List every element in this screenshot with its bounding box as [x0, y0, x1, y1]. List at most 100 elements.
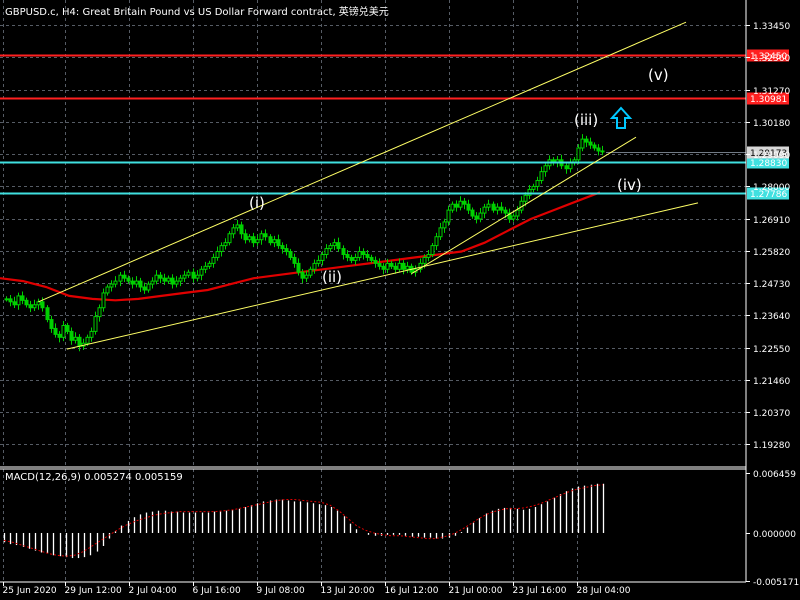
- candle-body: [263, 233, 268, 238]
- candle-body: [584, 138, 589, 143]
- macd-y-tick-label: 0.006459: [753, 470, 796, 480]
- candle-body: [312, 262, 317, 270]
- candle-body: [182, 274, 187, 279]
- candle-body: [259, 233, 264, 241]
- candle-body: [491, 203, 496, 211]
- candle-body: [511, 215, 516, 220]
- y-tick-label: 1.25820: [753, 248, 790, 258]
- candle-body: [426, 253, 431, 258]
- candle-body: [389, 262, 394, 267]
- candle-body: [215, 251, 220, 258]
- candle-body: [527, 188, 532, 196]
- candle-body: [438, 227, 443, 238]
- candle-body: [191, 271, 196, 279]
- y-tick-label: 1.31270: [753, 87, 790, 97]
- channel-lower-line: [66, 202, 699, 350]
- wave-label: (v): [648, 66, 669, 84]
- x-tick-label: 2 Jul 04:00: [129, 586, 178, 596]
- candle-body: [341, 248, 346, 255]
- wave-label: (i): [249, 194, 265, 212]
- candle-body: [523, 194, 528, 202]
- candle-body: [130, 280, 135, 285]
- y-tick-label: 1.26910: [753, 216, 790, 226]
- candle-body: [373, 259, 378, 264]
- candle-body: [109, 283, 114, 288]
- candle-body: [507, 212, 512, 220]
- candle-body: [345, 253, 350, 258]
- macd-y-tick-label: 0.000000: [753, 530, 796, 540]
- candle-body: [195, 274, 200, 279]
- candle-body: [32, 304, 37, 309]
- candle-body: [539, 171, 544, 182]
- candle-body: [284, 248, 289, 253]
- candle-body: [93, 316, 98, 332]
- candle-body: [600, 150, 605, 153]
- macd-label: MACD(12,26,9) 0.005274 0.005159: [5, 472, 183, 483]
- candle-body: [592, 144, 597, 149]
- candle-body: [405, 265, 410, 270]
- candle-body: [515, 209, 520, 217]
- candle-body: [186, 271, 191, 276]
- candle-body: [280, 245, 285, 250]
- candle-body: [69, 330, 74, 341]
- channel-upper-line: [38, 21, 687, 303]
- chart-title: GBPUSD.c, H4: Great Britain Pound vs US …: [5, 7, 389, 18]
- current-price-value: 1.29173: [750, 149, 787, 159]
- y-tick-label: 1.32360: [753, 54, 790, 64]
- candle-body: [535, 180, 540, 187]
- candle-body: [446, 209, 451, 223]
- candle-body: [434, 236, 439, 247]
- candle-body: [53, 327, 58, 335]
- candle-body: [138, 280, 143, 288]
- grid: [0, 0, 747, 580]
- y-tick-label: 1.33450: [753, 22, 790, 32]
- candle-body: [361, 251, 366, 255]
- y-tick-label: 1.22550: [753, 345, 790, 355]
- candle-body: [288, 251, 293, 258]
- candle-body: [328, 245, 333, 250]
- price-level-value: 1.27786: [750, 190, 787, 200]
- x-tick-label: 21 Jul 00:00: [449, 586, 503, 596]
- candle-body: [227, 233, 232, 244]
- candle-body: [470, 209, 475, 217]
- candle-body: [219, 245, 224, 253]
- x-tick-label: 6 Jul 16:00: [193, 586, 242, 596]
- candle-body: [4, 298, 9, 301]
- candle-body: [357, 251, 362, 258]
- x-tick-label: 25 Jun 2020: [3, 586, 57, 596]
- candle-body: [142, 286, 147, 291]
- candle-body: [65, 324, 70, 332]
- candle-body: [166, 277, 171, 282]
- candle-body: [596, 147, 601, 152]
- candle-body: [231, 227, 236, 235]
- x-tick-label: 28 Jul 04:00: [577, 586, 631, 596]
- candle-body: [105, 286, 110, 294]
- price-level-tag: [747, 187, 789, 200]
- x-tick-label: 29 Jun 12:00: [65, 586, 122, 596]
- candle-body: [170, 277, 175, 285]
- candle-body: [308, 268, 313, 276]
- candle-body: [422, 256, 427, 264]
- candle-body: [332, 242, 337, 247]
- channel-lines-layer: [38, 21, 699, 350]
- candle-body: [499, 206, 504, 211]
- candle-body: [531, 185, 536, 190]
- candle-body: [73, 336, 78, 341]
- wave-label: (iv): [617, 176, 642, 194]
- candle-body: [296, 262, 301, 273]
- candle-body: [349, 256, 354, 261]
- candle-body: [316, 259, 321, 264]
- y-tick-label: 1.24730: [753, 280, 790, 290]
- macd-layer: [3, 483, 605, 559]
- candle-body: [49, 319, 54, 329]
- price-level-value: 1.30981: [750, 95, 787, 105]
- y-tick-label: 1.28000: [753, 183, 790, 193]
- candle-body: [8, 298, 13, 303]
- candle-body: [300, 271, 305, 279]
- candle-body: [268, 236, 273, 244]
- y-tick-label: 1.23640: [753, 312, 790, 322]
- candle-body: [495, 206, 500, 211]
